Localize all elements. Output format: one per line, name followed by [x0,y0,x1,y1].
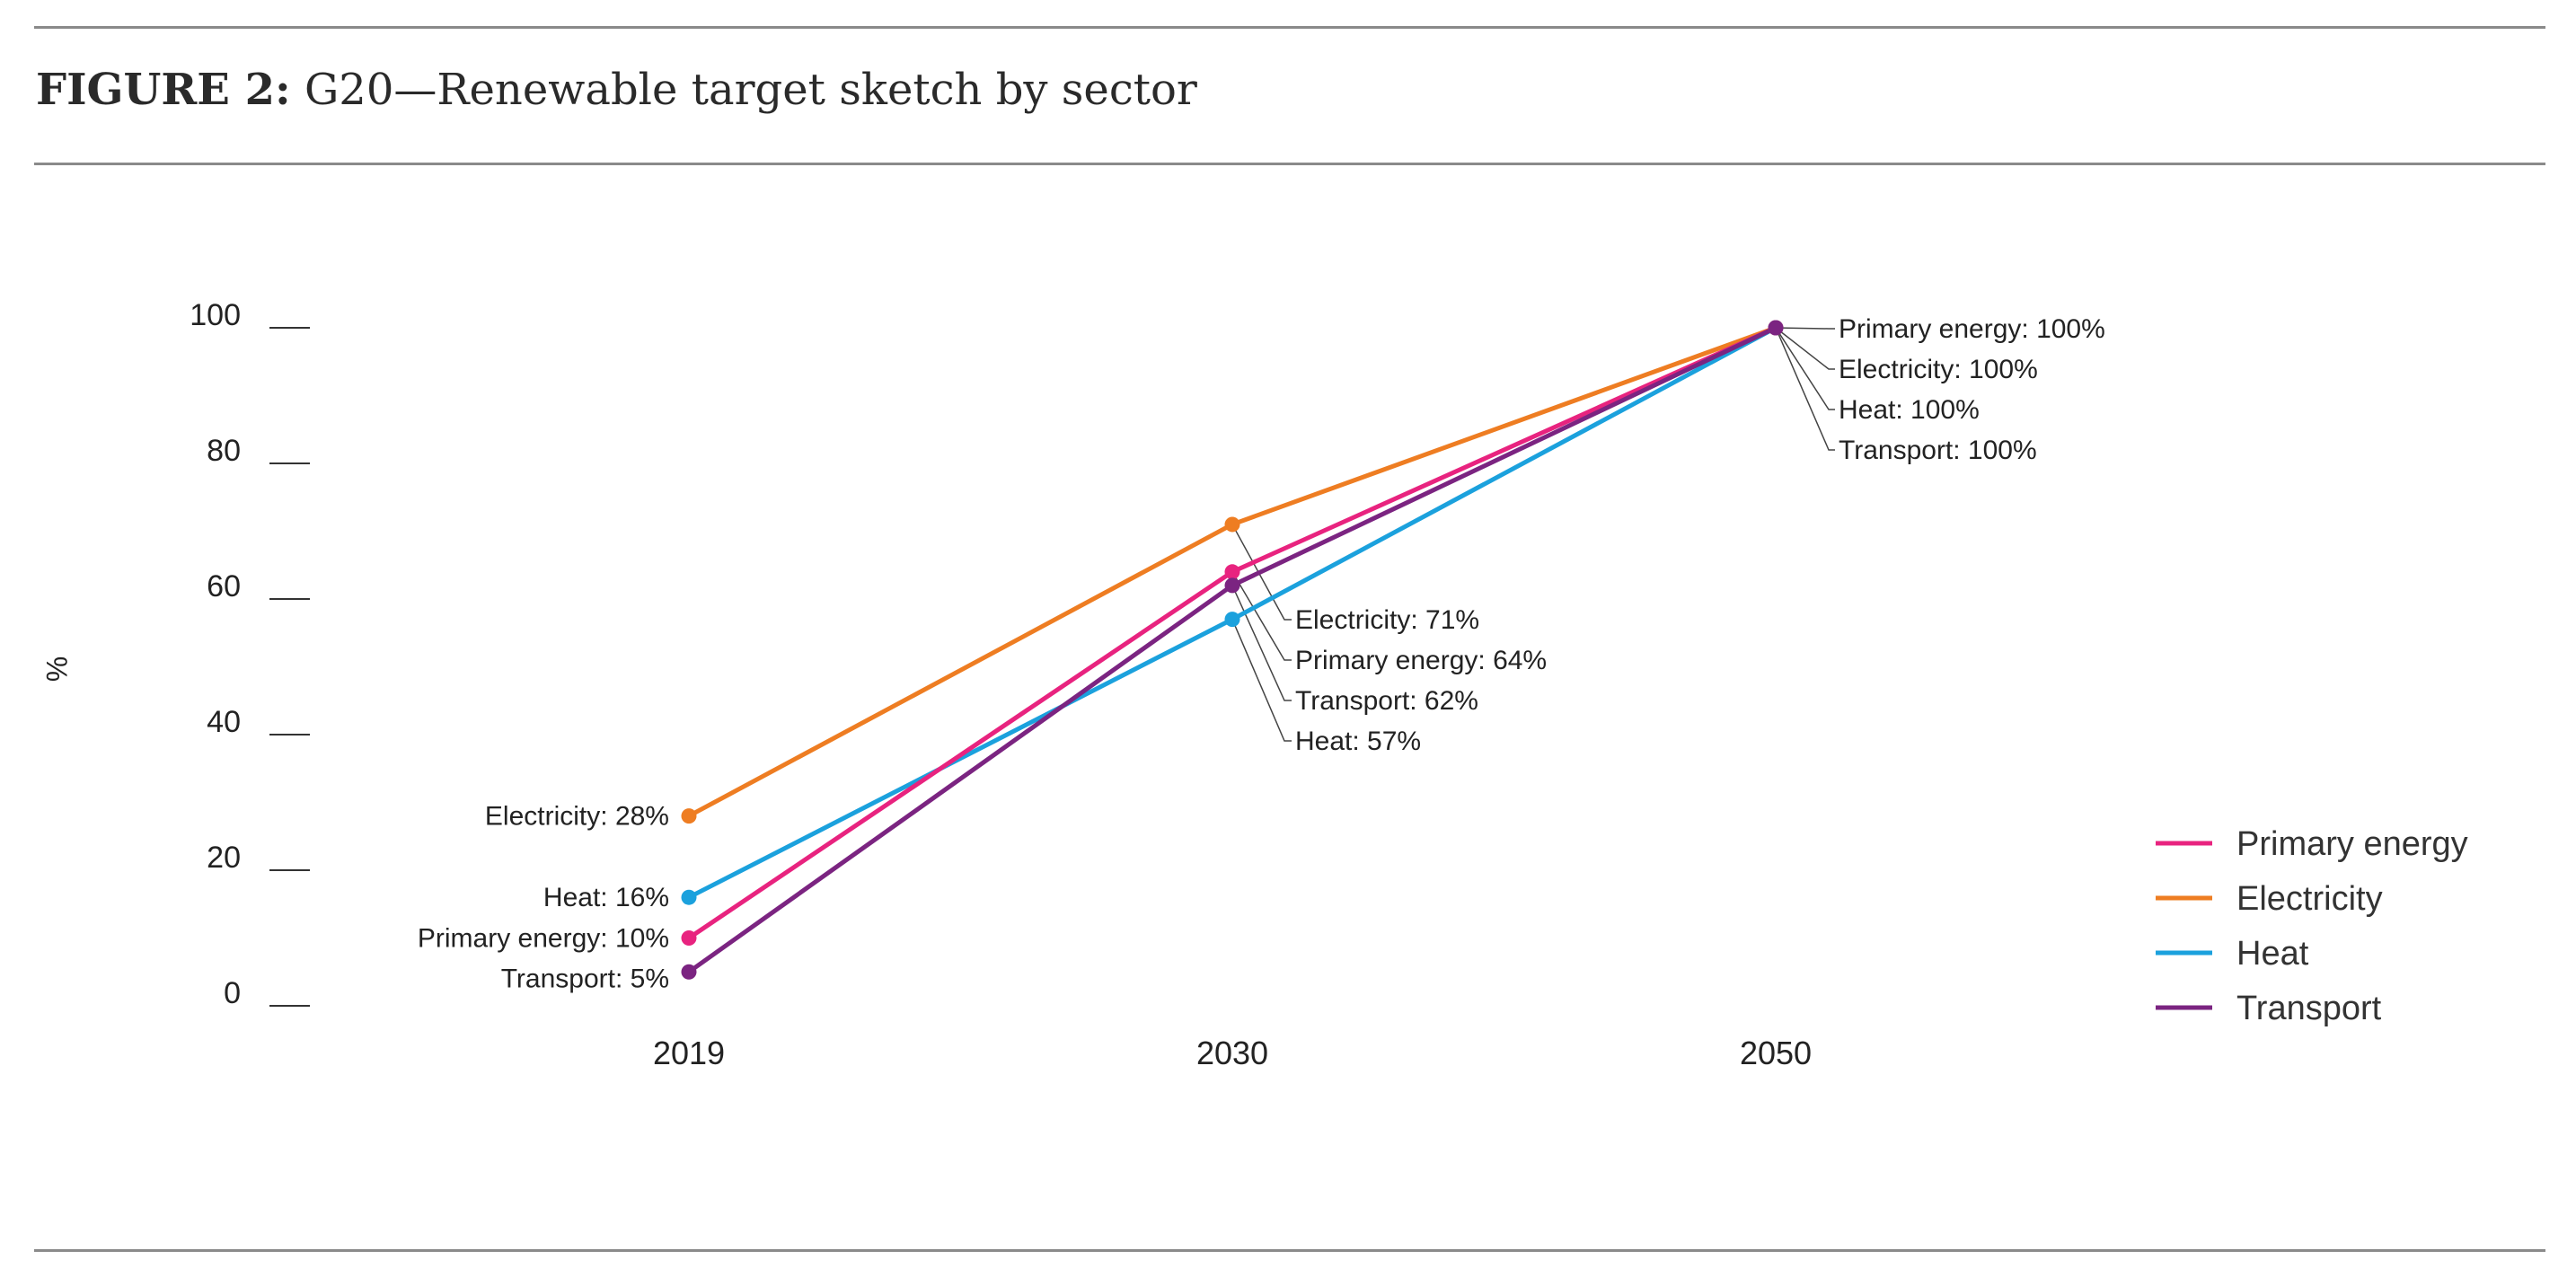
data-point-electricity [1224,516,1240,533]
data-point-primary-energy [1224,564,1240,580]
data-point-transport [681,964,697,980]
leader-line [1775,327,1835,451]
leader-line [1231,571,1292,661]
figure-label: FIGURE 2: [36,65,291,115]
data-label: Heat: 57% [1295,727,1421,756]
y-tick-label: 40 [207,705,241,739]
data-label: Electricity: 71% [1295,605,1479,635]
leader-line [1775,327,1835,410]
legend-label: Transport [2236,990,2382,1027]
data-label: Heat: 100% [1839,395,1980,425]
bottom-rule [34,1249,2545,1252]
data-point-primary-energy [681,930,697,946]
series-line-primary-energy [686,325,1778,940]
leader-line [1775,327,1835,330]
data-label: Transport: 62% [1295,686,1478,716]
data-point-transport [1768,320,1784,336]
x-axis: 2019 2030 2050 [653,1035,1812,1071]
y-tick-label: 60 [207,569,241,603]
data-label-leaders [1231,327,1835,742]
series-line-transport [686,325,1778,974]
legend-label: Electricity [2236,880,2383,918]
data-label: Primary energy: 64% [1295,646,1547,675]
y-axis: 0 20 40 60 80 100% [40,298,310,1010]
data-label: Transport: 5% [501,964,669,994]
data-labels: Electricity: 28% Heat: 16% Primary energy:… [418,314,2105,994]
data-label: Transport: 100% [1839,436,2037,465]
data-point-electricity [681,808,697,824]
data-label: Electricity: 100% [1839,355,2038,384]
y-tick-label: 100 [190,298,241,332]
x-tick-label: 2030 [1196,1035,1268,1071]
figure-title: FIGURE 2: G20—Renewable target sketch by… [36,65,1197,115]
x-tick-label: 2019 [653,1035,725,1071]
data-label: Primary energy: 10% [418,924,669,954]
x-tick-label: 2050 [1740,1035,1812,1071]
leader-line [1775,327,1835,370]
leader-line [1231,585,1292,701]
y-tick-label: 20 [207,841,241,875]
y-axis-label: % [40,656,73,682]
y-tick-label: 80 [207,434,241,468]
legend: Primary energy Electricity Heat Transport [2156,825,2468,1027]
leader-line [1231,619,1292,742]
data-points [681,320,1784,980]
data-label: Electricity: 28% [485,802,669,832]
series-lines [686,325,1778,974]
data-label: Primary energy: 100% [1839,314,2105,344]
data-point-transport [1224,577,1240,594]
figure-title-text: G20—Renewable target sketch by sector [304,65,1197,115]
data-point-heat [681,889,697,905]
legend-label: Heat [2236,935,2309,973]
legend-label: Primary energy [2236,825,2468,863]
data-point-heat [1224,612,1240,628]
title-rule [34,163,2545,165]
leader-line [1231,524,1292,621]
data-label: Heat: 16% [543,883,669,912]
y-tick-label: 0 [224,976,241,1010]
top-rule [34,26,2545,29]
